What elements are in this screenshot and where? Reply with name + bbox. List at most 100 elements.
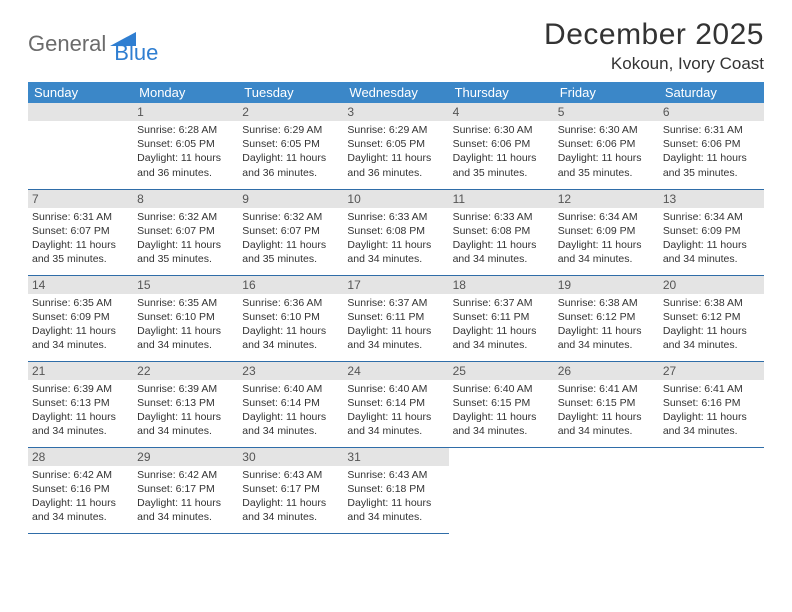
sunrise-line: Sunrise: 6:29 AM: [242, 124, 322, 136]
day-details: Sunrise: 6:33 AMSunset: 6:08 PMDaylight:…: [343, 208, 448, 271]
day-details: Sunrise: 6:34 AMSunset: 6:09 PMDaylight:…: [554, 208, 659, 271]
calendar-day-cell: 3Sunrise: 6:29 AMSunset: 6:05 PMDaylight…: [343, 103, 448, 189]
sunrise-line: Sunrise: 6:33 AM: [453, 211, 533, 223]
day-details: Sunrise: 6:43 AM Sunset: 6:18 PM Daylight:…: [343, 466, 448, 529]
day-number: 3: [343, 103, 448, 121]
sunrise-line: Sunrise: 6:37 AM: [453, 297, 533, 309]
day-number: 23: [238, 362, 343, 380]
sunset-line: Sunset: 6:06 PM: [558, 138, 636, 150]
sunrise-line: Sunrise: 6:43 AM: [347, 469, 427, 481]
sunrise-line: Sunrise: 6:33 AM: [347, 211, 427, 223]
sunrise-line: Sunrise: 6:38 AM: [663, 297, 743, 309]
calendar-day-cell: 15Sunrise: 6:35 AMSunset: 6:10 PMDayligh…: [133, 275, 238, 361]
sunrise-line: Sunrise: 6:42 AM: [137, 469, 217, 481]
calendar-day-cell: [28, 103, 133, 189]
daylight-line: Daylight: 11 hours and 34 minutes.: [242, 497, 326, 523]
day-number: 21: [28, 362, 133, 380]
calendar-day-cell: 4Sunrise: 6:30 AMSunset: 6:06 PMDaylight…: [449, 103, 554, 189]
day-number: 10: [343, 190, 448, 208]
day-details: Sunrise: 6:41 AMSunset: 6:16 PMDaylight:…: [659, 380, 764, 443]
weekday-header: Friday: [554, 82, 659, 103]
calendar-day-cell: 31 Sunrise: 6:43 AM Sunset: 6:18 PM Dayligh…: [343, 447, 448, 533]
day-number: 6: [659, 103, 764, 121]
daylight-line: Daylight: 11 hours and 35 minutes.: [242, 239, 326, 265]
weekday-header: Tuesday: [238, 82, 343, 103]
calendar-day-cell: 2Sunrise: 6:29 AMSunset: 6:05 PMDaylight…: [238, 103, 343, 189]
sunset-line: Sunset: 6:16 PM: [663, 397, 741, 409]
day-number: 8: [133, 190, 238, 208]
title-block: December 2025 Kokoun, Ivory Coast: [544, 18, 764, 74]
daylight-line: Daylight: 11 hours and 35 minutes.: [32, 239, 116, 265]
day-number: 31: [343, 448, 448, 466]
day-details: Sunrise: 6:32 AMSunset: 6:07 PMDaylight:…: [133, 208, 238, 271]
day-details: Sunrise: 6:40 AMSunset: 6:14 PMDaylight:…: [238, 380, 343, 443]
sunset-line: Sunset: 6:18 PM: [347, 483, 425, 495]
daylight-line: Daylight: 11 hours and 34 minutes.: [453, 239, 537, 265]
daylight-line: Daylight: 11 hours and 35 minutes.: [137, 239, 221, 265]
sunset-line: Sunset: 6:07 PM: [137, 225, 215, 237]
sunset-line: Sunset: 6:06 PM: [663, 138, 741, 150]
sunset-line: Sunset: 6:05 PM: [137, 138, 215, 150]
sunset-line: Sunset: 6:09 PM: [558, 225, 636, 237]
sunrise-line: Sunrise: 6:39 AM: [137, 383, 217, 395]
day-details: Sunrise: 6:29 AMSunset: 6:05 PMDaylight:…: [343, 121, 448, 184]
calendar-day-cell: 8Sunrise: 6:32 AMSunset: 6:07 PMDaylight…: [133, 189, 238, 275]
sunset-line: Sunset: 6:07 PM: [242, 225, 320, 237]
calendar-day-cell: 12Sunrise: 6:34 AMSunset: 6:09 PMDayligh…: [554, 189, 659, 275]
daylight-line: Daylight: 11 hours and 34 minutes.: [32, 411, 116, 437]
daylight-line: Daylight: 11 hours and 34 minutes.: [347, 497, 431, 523]
daylight-line: Daylight: 11 hours and 34 minutes.: [32, 325, 116, 351]
sunset-line: Sunset: 6:12 PM: [558, 311, 636, 323]
day-number: 15: [133, 276, 238, 294]
day-details: Sunrise: 6:28 AMSunset: 6:05 PMDaylight:…: [133, 121, 238, 184]
daylight-line: Daylight: 11 hours and 34 minutes.: [558, 239, 642, 265]
daylight-line: Daylight: 11 hours and 36 minutes.: [242, 152, 326, 178]
daylight-line: Daylight: 11 hours and 34 minutes.: [558, 325, 642, 351]
calendar-week-row: 14Sunrise: 6:35 AMSunset: 6:09 PMDayligh…: [28, 275, 764, 361]
empty-daynum: [28, 103, 133, 121]
sunrise-line: Sunrise: 6:41 AM: [558, 383, 638, 395]
day-details: Sunrise: 6:30 AMSunset: 6:06 PMDaylight:…: [449, 121, 554, 184]
calendar-day-cell: 7Sunrise: 6:31 AMSunset: 6:07 PMDaylight…: [28, 189, 133, 275]
day-details: Sunrise: 6:35 AMSunset: 6:10 PMDaylight:…: [133, 294, 238, 357]
calendar-day-cell: 21Sunrise: 6:39 AMSunset: 6:13 PMDayligh…: [28, 361, 133, 447]
calendar-day-cell: 26Sunrise: 6:41 AMSunset: 6:15 PMDayligh…: [554, 361, 659, 447]
daylight-line: Daylight: 11 hours and 34 minutes.: [242, 411, 326, 437]
day-number: 24: [343, 362, 448, 380]
day-number: 28: [28, 448, 133, 466]
sunrise-line: Sunrise: 6:35 AM: [137, 297, 217, 309]
calendar-day-cell: 20Sunrise: 6:38 AMSunset: 6:12 PMDayligh…: [659, 275, 764, 361]
day-details: Sunrise: 6:42 AMSunset: 6:17 PMDaylight:…: [133, 466, 238, 529]
daylight-line: Daylight: 11 hours and 35 minutes.: [558, 152, 642, 178]
calendar-week-row: 7Sunrise: 6:31 AMSunset: 6:07 PMDaylight…: [28, 189, 764, 275]
sunrise-line: Sunrise: 6:31 AM: [32, 211, 112, 223]
day-number: 13: [659, 190, 764, 208]
sunset-line: Sunset: 6:13 PM: [137, 397, 215, 409]
sunrise-line: Sunrise: 6:39 AM: [32, 383, 112, 395]
day-details: Sunrise: 6:38 AMSunset: 6:12 PMDaylight:…: [659, 294, 764, 357]
day-number: 17: [343, 276, 448, 294]
day-number: 18: [449, 276, 554, 294]
calendar-day-cell: 30Sunrise: 6:43 AMSunset: 6:17 PMDayligh…: [238, 447, 343, 533]
daylight-line: Daylight: 11 hours and 34 minutes.: [137, 497, 221, 523]
sunrise-line: Sunrise: 6:28 AM: [137, 124, 217, 136]
calendar-day-cell: 16Sunrise: 6:36 AMSunset: 6:10 PMDayligh…: [238, 275, 343, 361]
day-details: Sunrise: 6:40 AMSunset: 6:14 PMDaylight:…: [343, 380, 448, 443]
daylight-line: Daylight: 11 hours and 34 minutes.: [663, 239, 747, 265]
logo-text-general: General: [28, 31, 106, 57]
daylight-line: Daylight: 11 hours and 34 minutes.: [137, 325, 221, 351]
sunset-line: Sunset: 6:17 PM: [242, 483, 320, 495]
sunset-line: Sunset: 6:15 PM: [453, 397, 531, 409]
day-number: 29: [133, 448, 238, 466]
calendar-day-cell: 5Sunrise: 6:30 AMSunset: 6:06 PMDaylight…: [554, 103, 659, 189]
sunrise-line: Sunrise: 6:30 AM: [558, 124, 638, 136]
sunset-line: Sunset: 6:12 PM: [663, 311, 741, 323]
sunset-line: Sunset: 6:14 PM: [347, 397, 425, 409]
daylight-line: Daylight: 11 hours and 35 minutes.: [663, 152, 747, 178]
day-details: Sunrise: 6:29 AMSunset: 6:05 PMDaylight:…: [238, 121, 343, 184]
daylight-line: Daylight: 11 hours and 34 minutes.: [453, 325, 537, 351]
sunrise-line: Sunrise: 6:41 AM: [663, 383, 743, 395]
daylight-line: Daylight: 11 hours and 34 minutes.: [137, 411, 221, 437]
weekday-header: Wednesday: [343, 82, 448, 103]
daylight-line: Daylight: 11 hours and 34 minutes.: [347, 411, 431, 437]
